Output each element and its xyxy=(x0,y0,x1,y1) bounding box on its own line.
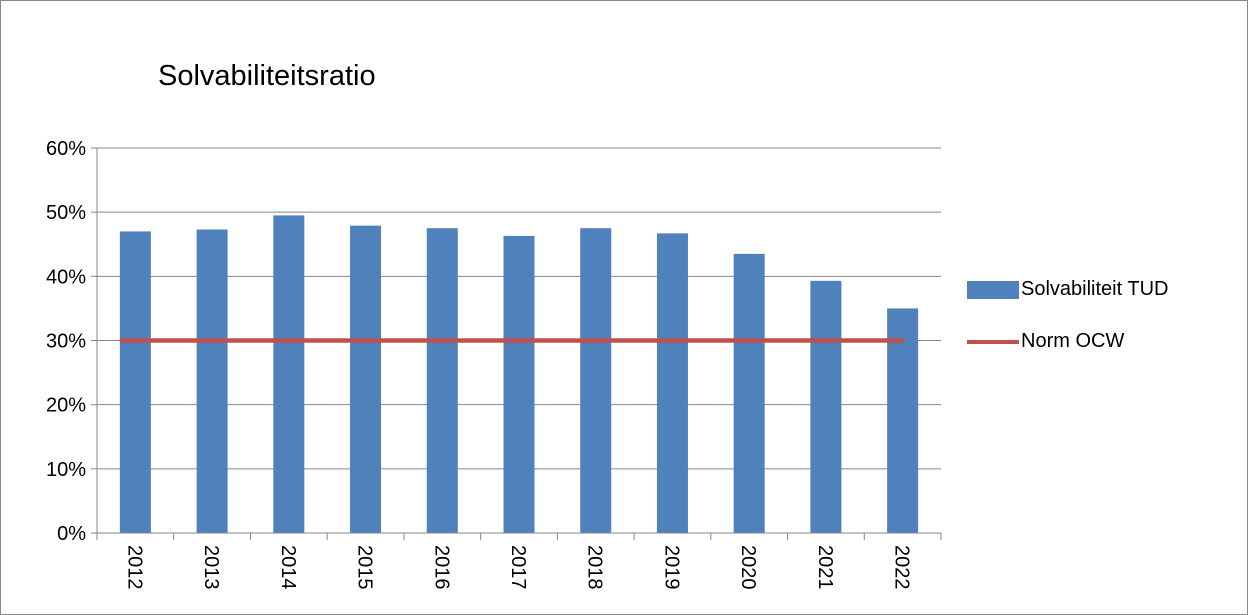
x-tick-label: 2018 xyxy=(584,545,606,590)
bar-2016 xyxy=(426,228,458,534)
y-tick-label: 30% xyxy=(46,331,86,353)
y-tick-label: 20% xyxy=(46,395,86,417)
y-tick-label: 60% xyxy=(46,138,86,160)
y-tick-label: 0% xyxy=(57,523,86,545)
x-tick-label: 2016 xyxy=(430,545,452,590)
y-tick-label: 40% xyxy=(46,266,86,288)
legend-swatch-norm xyxy=(967,339,1019,344)
bar-2014 xyxy=(273,215,305,533)
legend-item-solvabiliteit: Solvabiliteit TUD xyxy=(967,278,1168,301)
x-tick-label: 2012 xyxy=(123,545,145,590)
bar-2022 xyxy=(887,308,919,533)
y-tick-label: 50% xyxy=(46,202,86,224)
x-tick-label: 2021 xyxy=(814,545,836,590)
legend-label-norm: Norm OCW xyxy=(1021,330,1125,352)
bar-2018 xyxy=(580,228,612,534)
y-tick-label: 10% xyxy=(46,459,86,481)
x-tick-label: 2014 xyxy=(277,545,299,590)
x-tick-label: 2013 xyxy=(200,545,222,590)
bar-2015 xyxy=(350,225,382,533)
legend-item-norm: Norm OCW xyxy=(967,330,1124,353)
bar-2021 xyxy=(810,280,842,533)
legend-swatch-solvabiliteit xyxy=(967,280,1019,299)
x-tick-label: 2015 xyxy=(354,545,376,590)
chart-title: Solvabiliteitsratio xyxy=(158,60,376,92)
bar-2020 xyxy=(733,253,765,533)
legend-label-solvabiliteit: Solvabiliteit TUD xyxy=(1021,278,1169,300)
bar-2017 xyxy=(503,235,535,534)
bar-2019 xyxy=(656,233,688,533)
bar-2012 xyxy=(119,231,151,533)
x-tick-label: 2019 xyxy=(660,545,682,590)
bar-2013 xyxy=(196,229,228,533)
x-tick-label: 2022 xyxy=(891,545,913,590)
x-tick-label: 2020 xyxy=(737,545,759,590)
x-tick-label: 2017 xyxy=(507,545,529,590)
